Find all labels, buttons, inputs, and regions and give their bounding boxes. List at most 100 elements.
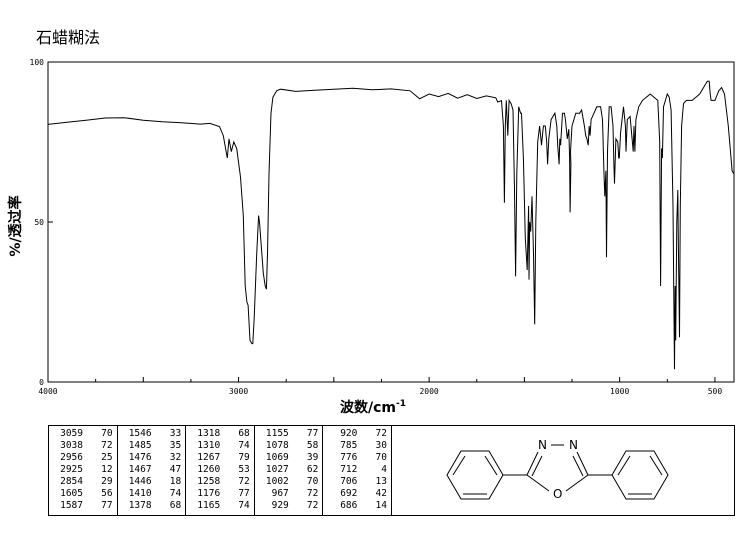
peak-wavenumber: 1605 bbox=[60, 488, 83, 499]
peak-row: 706 13 bbox=[327, 476, 387, 488]
peak-row: 1310 74 bbox=[190, 440, 250, 452]
peak-transmittance: 32 bbox=[169, 452, 182, 463]
x-tick-label: 500 bbox=[708, 387, 723, 396]
peak-transmittance: 13 bbox=[375, 476, 387, 487]
peak-row: 712 4 bbox=[327, 464, 387, 476]
peak-wavenumber: 712 bbox=[340, 464, 358, 475]
peak-wavenumber: 967 bbox=[271, 488, 289, 499]
peak-wavenumber: 1069 bbox=[265, 452, 289, 463]
x-tick-label: 3000 bbox=[229, 387, 248, 396]
peak-wavenumber: 776 bbox=[340, 452, 358, 463]
y-tick-label: 50 bbox=[34, 218, 44, 227]
peak-row: 1258 72 bbox=[190, 476, 250, 488]
peak-transmittance: 39 bbox=[306, 452, 319, 463]
peak-transmittance: 12 bbox=[101, 464, 113, 475]
oxadiazole-ring bbox=[526, 444, 589, 492]
peak-transmittance: 33 bbox=[169, 428, 182, 439]
peak-row: 1267 79 bbox=[190, 452, 250, 464]
peak-transmittance: 53 bbox=[238, 464, 250, 475]
peak-transmittance: 72 bbox=[375, 428, 387, 439]
peak-transmittance: 77 bbox=[306, 428, 319, 439]
peak-wavenumber: 1467 bbox=[128, 464, 152, 475]
peak-wavenumber: 2854 bbox=[60, 476, 83, 487]
peak-transmittance: 62 bbox=[306, 464, 319, 475]
peak-wavenumber: 1078 bbox=[265, 440, 289, 451]
peak-transmittance: 35 bbox=[169, 440, 182, 451]
peak-row: 1069 39 bbox=[259, 452, 319, 464]
peak-wavenumber: 692 bbox=[340, 488, 358, 499]
x-axis-label: 波数/cm-1 bbox=[340, 399, 406, 416]
peak-row: 1546 33 bbox=[122, 428, 182, 440]
peak-transmittance: 30 bbox=[375, 440, 387, 451]
peak-transmittance: 72 bbox=[306, 500, 319, 511]
peak-transmittance: 58 bbox=[306, 440, 319, 451]
peak-transmittance: 68 bbox=[238, 428, 250, 439]
peak-wavenumber: 1260 bbox=[197, 464, 221, 475]
y-axis-ticks: 0 50 100 bbox=[30, 58, 53, 387]
peak-transmittance: 47 bbox=[169, 464, 182, 475]
peak-row: 1410 74 bbox=[122, 488, 182, 500]
peak-transmittance: 74 bbox=[238, 440, 250, 451]
peak-wavenumber: 1258 bbox=[197, 476, 221, 487]
peak-transmittance: 56 bbox=[101, 488, 113, 499]
peak-transmittance: 25 bbox=[101, 452, 113, 463]
x-tick-label: 2000 bbox=[419, 387, 438, 396]
peak-wavenumber: 920 bbox=[340, 428, 358, 439]
peak-wavenumber: 1587 bbox=[60, 500, 83, 511]
spectrum-trace bbox=[47, 80, 735, 370]
peak-row: 776 70 bbox=[327, 452, 387, 464]
peak-wavenumber: 2925 bbox=[60, 464, 83, 475]
left-phenyl-ring bbox=[446, 450, 504, 500]
peak-transmittance: 42 bbox=[375, 488, 387, 499]
peak-transmittance: 29 bbox=[101, 476, 113, 487]
peak-transmittance: 74 bbox=[169, 488, 182, 499]
y-axis-label: %/透过率 bbox=[7, 195, 24, 256]
peak-row: 1078 58 bbox=[259, 440, 319, 452]
peak-wavenumber: 2956 bbox=[60, 452, 83, 463]
peak-transmittance: 14 bbox=[375, 500, 387, 511]
peak-wavenumber: 785 bbox=[340, 440, 358, 451]
peak-transmittance: 70 bbox=[306, 476, 319, 487]
peak-wavenumber: 1410 bbox=[128, 488, 152, 499]
peak-row: 686 14 bbox=[327, 500, 387, 512]
peak-row: 967 72 bbox=[259, 488, 319, 500]
peak-row: 2925 12 bbox=[53, 464, 113, 476]
y-tick-label: 0 bbox=[39, 378, 44, 387]
peak-transmittance: 74 bbox=[238, 500, 250, 511]
peak-table-column: 1318 68 1310 74 1267 79 1260 53 1258 72 1176 77 1165… bbox=[186, 426, 255, 515]
peak-row: 920 72 bbox=[327, 428, 387, 440]
atom-n2: N bbox=[569, 438, 578, 452]
x-axis-label-superscript: -1 bbox=[396, 399, 406, 409]
peak-row: 1485 35 bbox=[122, 440, 182, 452]
peak-transmittance: 72 bbox=[101, 440, 113, 451]
atom-o: O bbox=[553, 487, 562, 501]
peak-table-column: 1155 77 1078 58 1069 39 1027 62 1002 70 967 72 929 72 bbox=[255, 426, 324, 515]
peak-wavenumber: 706 bbox=[340, 476, 358, 487]
peak-wavenumber: 1002 bbox=[265, 476, 289, 487]
peak-transmittance: 4 bbox=[381, 464, 387, 475]
peak-row: 929 72 bbox=[259, 500, 319, 512]
peak-row: 1587 77 bbox=[53, 500, 112, 512]
peak-wavenumber: 929 bbox=[271, 500, 289, 511]
peak-wavenumber: 1310 bbox=[197, 440, 221, 451]
peak-row: 1027 62 bbox=[259, 464, 319, 476]
peak-transmittance: 79 bbox=[238, 452, 250, 463]
peak-row: 1155 77 bbox=[259, 428, 319, 440]
peak-row: 1378 68 bbox=[122, 500, 182, 512]
peak-row: 692 42 bbox=[327, 488, 387, 500]
peak-row: 1467 47 bbox=[122, 464, 182, 476]
peak-wavenumber: 1546 bbox=[128, 428, 152, 439]
peak-row: 2956 25 bbox=[53, 452, 113, 464]
peak-wavenumber: 1378 bbox=[128, 500, 152, 511]
peak-table-column: 920 72 785 30 776 70 712 4 706 13 692 42 686 14 bbox=[323, 426, 391, 515]
peak-transmittance: 72 bbox=[238, 476, 250, 487]
peak-transmittance: 70 bbox=[101, 428, 113, 439]
peak-row: 1176 77 bbox=[190, 488, 250, 500]
peak-wavenumber: 1485 bbox=[128, 440, 152, 451]
peak-wavenumber: 686 bbox=[340, 500, 358, 511]
peak-transmittance: 77 bbox=[238, 488, 250, 499]
peak-table: 3059 70 3038 72 2956 25 2925 12 2854 29 1605 56 1587… bbox=[48, 425, 392, 516]
peak-transmittance: 72 bbox=[306, 488, 319, 499]
peak-wavenumber: 3038 bbox=[60, 440, 83, 451]
peak-transmittance: 68 bbox=[169, 500, 182, 511]
